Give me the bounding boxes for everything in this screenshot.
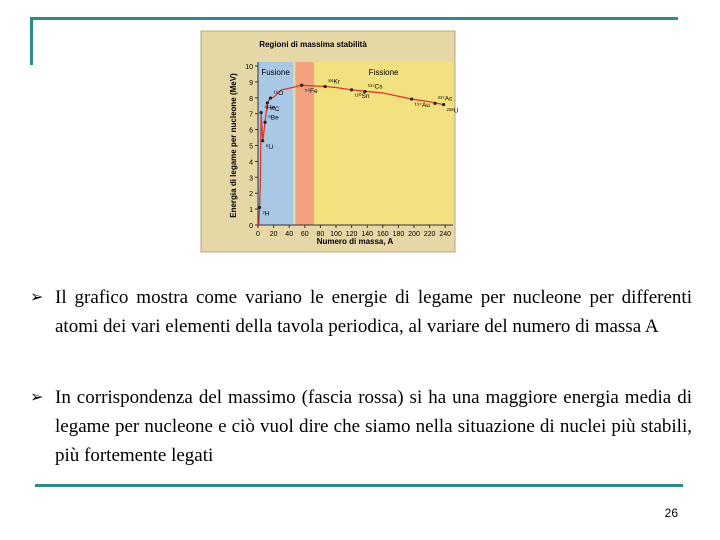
band (258, 62, 294, 225)
bullet-arrow: ➢ (30, 389, 44, 406)
y-tick-label: 2 (249, 191, 253, 198)
x-tick-label: 40 (285, 231, 293, 238)
nuclide-label: ²²⁷Ac (438, 95, 453, 102)
nuclide-point (350, 88, 354, 92)
x-tick-label: 180 (393, 231, 405, 238)
nuclide-point (261, 139, 265, 143)
nuclide-point (259, 110, 263, 115)
nuclide-label: ¹²C (270, 106, 279, 113)
band-label: Fissione (369, 68, 399, 77)
nuclide-point (300, 83, 304, 87)
y-tick-label: 3 (249, 175, 253, 182)
y-tick-label: 7 (249, 112, 253, 119)
chart-title: Regioni di massima stabilità (259, 40, 367, 49)
bullet: ➢ Il grafico mostra come variano le energ… (30, 283, 692, 341)
x-tick-label: 100 (330, 231, 342, 238)
band-label: Fusione (261, 68, 290, 77)
x-axis-label: Numero di massa, A (317, 237, 394, 246)
x-tick-label: 80 (317, 231, 325, 238)
nuclide-point (323, 84, 327, 89)
x-tick-label: 20 (270, 231, 278, 238)
x-tick-label: 60 (301, 231, 309, 238)
nuclide-label: ⁵⁶Fe (305, 88, 318, 95)
x-tick-label: 140 (361, 231, 373, 238)
bullet-text: Il grafico mostra come variano le energi… (55, 287, 692, 337)
bullet-text: In corrispondenza del massimo (fascia ro… (55, 387, 692, 466)
nuclide-label: ¹²⁰Sn (355, 92, 370, 100)
page-number: 26 (664, 506, 678, 520)
y-tick-label: 8 (249, 96, 253, 103)
nuclide-label: ¹³⁷Cs (368, 84, 383, 91)
bullet: ➢ In corrispondenza del massimo (fascia r… (30, 383, 692, 470)
x-tick-label: 160 (377, 231, 389, 238)
bullet-arrow: ➢ (30, 289, 44, 306)
nuclide-point (268, 96, 273, 100)
chart: Fusione Fissione Regioni di massima stabil… (200, 30, 459, 253)
nuclide-label: ¹⁶O (273, 90, 283, 97)
y-axis-label: Energia di legame per nucleone (MeV) (229, 73, 238, 218)
nuclide-point (410, 97, 414, 101)
x-tick-label: 200 (408, 231, 420, 238)
nuclide-label: ⁶Li (266, 144, 274, 151)
nuclide-label: ⁴He (264, 105, 275, 112)
nuclide-label: ²³⁸U (447, 108, 459, 115)
x-tick-label: 240 (439, 231, 451, 238)
left-rule (30, 17, 33, 65)
nuclide-label: ¹⁹⁷Au (415, 102, 431, 109)
nuclide-point (433, 101, 437, 105)
nuclide-label: ⁹Be (268, 114, 279, 121)
y-tick-label: 10 (245, 64, 253, 71)
y-tick-label: 1 (249, 207, 253, 214)
curve (258, 84, 444, 226)
y-tick-label: 0 (249, 223, 253, 230)
nuclide-point (257, 205, 262, 210)
y-tick-label: 9 (249, 80, 253, 87)
band (314, 62, 453, 225)
nuclide-point (363, 89, 367, 94)
bottom-rule (35, 484, 683, 487)
nuclide-point (442, 103, 446, 107)
y-tick-label: 5 (249, 144, 253, 151)
y-tick-label: 4 (249, 159, 253, 166)
nuclide-label: ²H (263, 211, 270, 218)
band (295, 62, 315, 225)
nuclide-point (263, 120, 267, 124)
top-rule (30, 17, 678, 20)
x-tick-label: 0 (256, 231, 260, 238)
nuclide-label: ⁸⁶Kr (328, 79, 341, 86)
x-tick-label: 120 (346, 231, 358, 238)
nuclide-point (265, 101, 269, 105)
x-tick-label: 220 (424, 231, 436, 238)
y-tick-label: 6 (249, 128, 253, 135)
